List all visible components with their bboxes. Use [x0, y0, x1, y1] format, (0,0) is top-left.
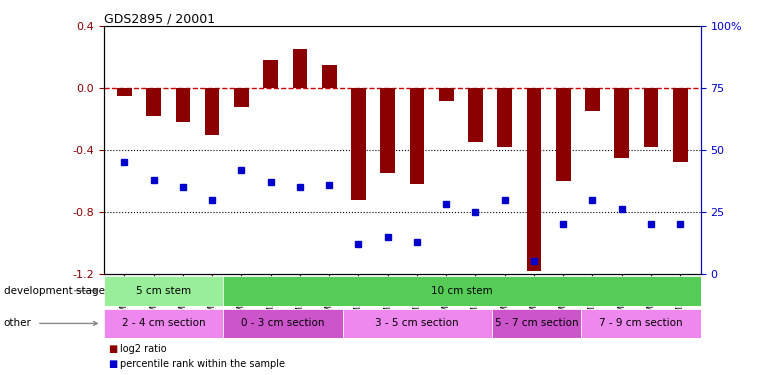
Text: 0 - 3 cm section: 0 - 3 cm section	[241, 318, 325, 328]
Bar	[468, 88, 483, 142]
Bar	[117, 88, 132, 96]
Bar	[380, 88, 395, 173]
Text: 10 cm stem: 10 cm stem	[431, 286, 493, 296]
Bar	[410, 88, 424, 184]
Bar	[585, 88, 600, 111]
Text: other: other	[4, 318, 32, 328]
Bar	[176, 88, 190, 122]
Bar	[104, 276, 223, 306]
Bar	[322, 65, 336, 88]
Text: development stage: development stage	[4, 286, 105, 296]
Text: ■: ■	[108, 344, 117, 354]
Bar	[673, 88, 688, 162]
Text: 7 - 9 cm section: 7 - 9 cm section	[599, 318, 683, 328]
Bar	[439, 88, 454, 101]
Bar	[351, 88, 366, 200]
Bar	[497, 88, 512, 147]
Bar	[293, 50, 307, 88]
Text: log2 ratio: log2 ratio	[120, 344, 167, 354]
Text: 5 cm stem: 5 cm stem	[136, 286, 191, 296]
Text: percentile rank within the sample: percentile rank within the sample	[120, 359, 285, 369]
Bar	[492, 309, 581, 338]
Bar	[644, 88, 658, 147]
Text: 2 - 4 cm section: 2 - 4 cm section	[122, 318, 206, 328]
Bar	[104, 309, 223, 338]
Bar	[234, 88, 249, 106]
Bar	[343, 309, 492, 338]
Text: GDS2895 / 20001: GDS2895 / 20001	[104, 12, 215, 25]
Bar	[223, 309, 343, 338]
Text: 5 - 7 cm section: 5 - 7 cm section	[495, 318, 578, 328]
Bar	[223, 276, 701, 306]
Text: ■: ■	[108, 359, 117, 369]
Bar	[527, 88, 541, 271]
Bar	[146, 88, 161, 116]
Bar	[581, 309, 701, 338]
Bar	[556, 88, 571, 181]
Bar	[263, 60, 278, 88]
Text: 3 - 5 cm section: 3 - 5 cm section	[376, 318, 459, 328]
Bar	[205, 88, 219, 135]
Bar	[614, 88, 629, 158]
